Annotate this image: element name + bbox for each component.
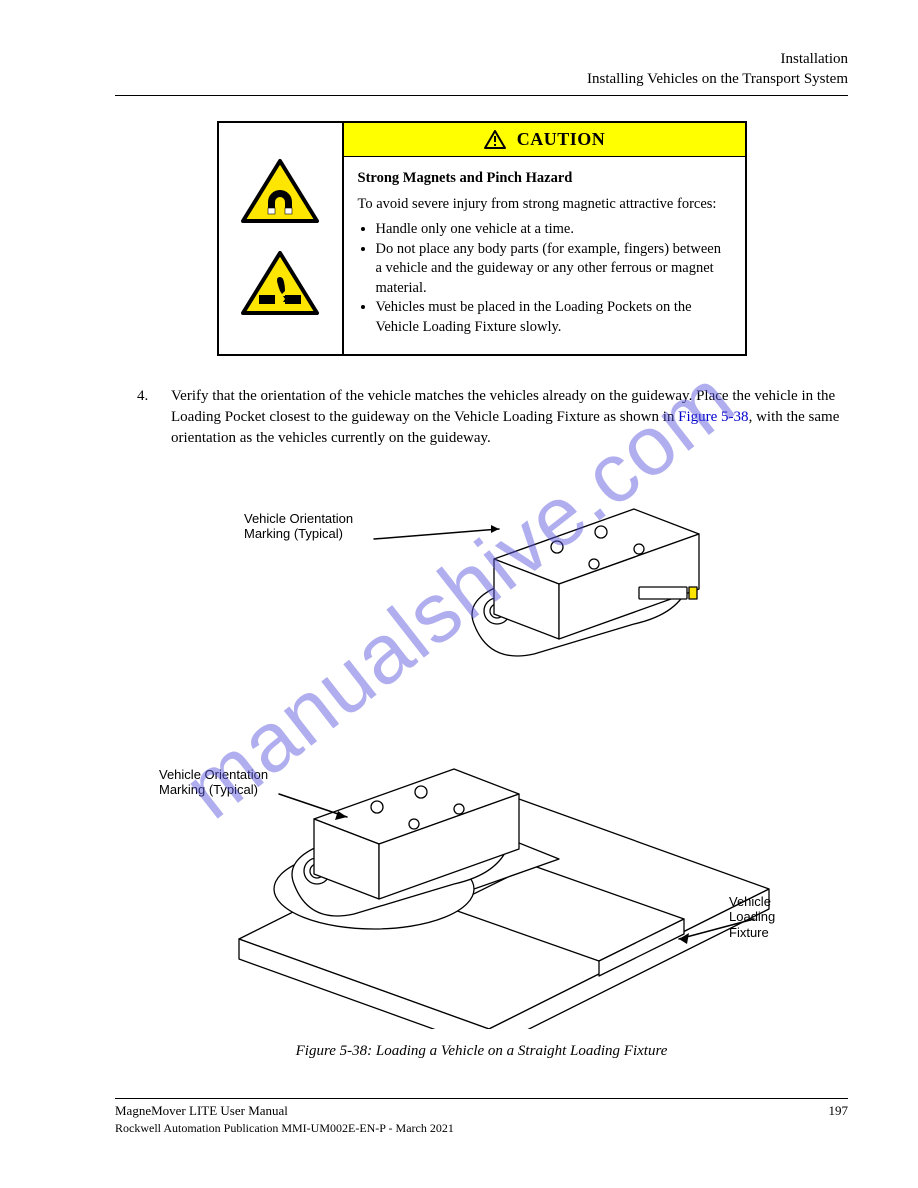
step-text: Verify that the orientation of the vehic… <box>171 386 848 449</box>
step-number: 4. <box>137 386 155 449</box>
figure-caption: Figure 5-38: Loading a Vehicle on a Stra… <box>115 1043 848 1060</box>
caution-bullet: Vehicles must be placed in the Loading P… <box>376 298 731 337</box>
caution-lead-text: To avoid severe injury from strong magne… <box>358 195 731 215</box>
step-4: 4. Verify that the orientation of the ve… <box>115 386 848 449</box>
callout-fixture: Vehicle Loading Fixture <box>729 894 804 941</box>
callout-orientation: Vehicle Orientation Marking (Typical) <box>244 511 353 542</box>
figure-svg <box>159 469 804 1029</box>
magnet-hazard-icon <box>239 157 321 227</box>
footer-sub: Rockwell Automation Publication MMI-UM00… <box>115 1121 848 1136</box>
step-text-a: Verify that the orientation of the vehic… <box>171 388 692 404</box>
callout-line: Fixture <box>729 925 804 941</box>
figure-xref-link[interactable]: Figure 5-38 <box>678 409 748 425</box>
page-content: Installation Installing Vehicles on the … <box>115 50 848 1138</box>
figure-5-38: Vehicle Orientation Marking (Typical) Ve… <box>159 469 804 1029</box>
warning-triangle-icon <box>483 129 507 150</box>
caution-right-column: CAUTION Strong Magnets and Pinch Hazard … <box>344 123 745 354</box>
pinch-hazard-icon <box>239 249 321 319</box>
callout-orientation-2: Vehicle Orientation Marking (Typical) <box>159 767 268 798</box>
caution-banner: CAUTION <box>344 123 745 157</box>
callout-line: Marking (Typical) <box>244 526 353 542</box>
caution-bullet: Do not place any body parts (for example… <box>376 240 731 299</box>
header-line-1: Installation <box>115 50 848 70</box>
caution-body: Strong Magnets and Pinch Hazard To avoid… <box>344 157 745 354</box>
callout-line: Vehicle Orientation <box>159 767 268 783</box>
callout-line: Vehicle Loading <box>729 894 804 925</box>
header-rule <box>115 95 848 96</box>
footer-rule <box>115 1098 848 1099</box>
callout-line: Marking (Typical) <box>159 782 268 798</box>
callout-line: Vehicle Orientation <box>244 511 353 527</box>
caution-bullet: Handle only one vehicle at a time. <box>376 220 731 240</box>
footer-left: MagneMover LITE User Manual <box>115 1103 288 1119</box>
caution-box: CAUTION Strong Magnets and Pinch Hazard … <box>217 121 747 356</box>
caution-strong: Strong Magnets and Pinch Hazard <box>358 170 573 186</box>
page-footer: MagneMover LITE User Manual 197 Rockwell… <box>115 1092 848 1136</box>
caution-icon-column <box>219 123 344 354</box>
page-header: Installation Installing Vehicles on the … <box>115 50 848 89</box>
caution-banner-label: CAUTION <box>517 129 606 150</box>
header-line-2: Installing Vehicles on the Transport Sys… <box>115 70 848 90</box>
footer-page-number: 197 <box>829 1103 849 1119</box>
